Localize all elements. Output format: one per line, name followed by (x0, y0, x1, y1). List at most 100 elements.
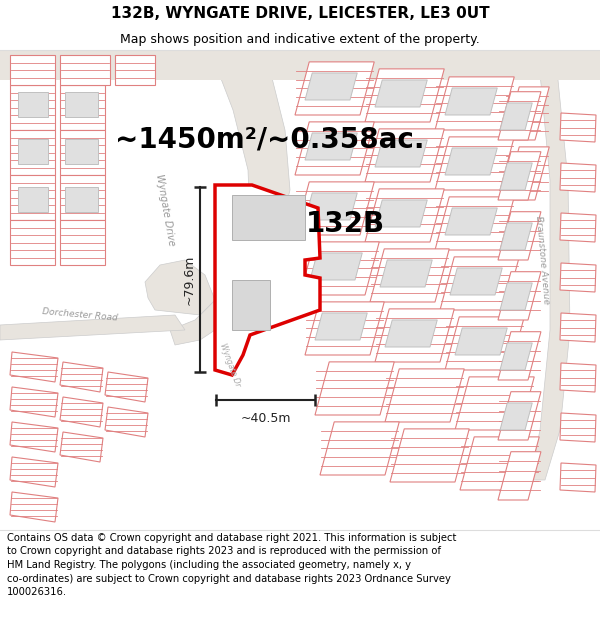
Text: 132B, WYNGATE DRIVE, LEICESTER, LE3 0UT: 132B, WYNGATE DRIVE, LEICESTER, LE3 0UT (110, 6, 490, 21)
Polygon shape (375, 80, 427, 107)
Polygon shape (560, 213, 596, 242)
Text: Wyngate Drive: Wyngate Drive (154, 173, 176, 247)
Polygon shape (0, 50, 600, 80)
Polygon shape (10, 387, 58, 417)
Polygon shape (295, 62, 374, 115)
Polygon shape (145, 260, 215, 315)
Polygon shape (450, 268, 502, 295)
Polygon shape (498, 452, 541, 500)
Polygon shape (10, 352, 58, 382)
Polygon shape (505, 147, 549, 200)
Polygon shape (560, 413, 596, 442)
Polygon shape (498, 392, 541, 440)
Text: ~40.5m: ~40.5m (240, 411, 291, 424)
Polygon shape (170, 50, 290, 345)
Polygon shape (380, 260, 432, 287)
Polygon shape (215, 185, 320, 375)
Polygon shape (18, 139, 48, 164)
Polygon shape (65, 187, 98, 212)
Polygon shape (445, 317, 524, 370)
Polygon shape (315, 313, 367, 340)
Polygon shape (370, 249, 449, 302)
Polygon shape (560, 163, 596, 192)
Text: ~1450m²/~0.358ac.: ~1450m²/~0.358ac. (115, 126, 425, 154)
Polygon shape (65, 139, 98, 164)
Polygon shape (60, 432, 103, 462)
Text: Braunstone Avenue: Braunstone Avenue (533, 216, 550, 304)
Polygon shape (10, 130, 55, 175)
Polygon shape (105, 407, 148, 437)
Polygon shape (10, 220, 55, 265)
Polygon shape (300, 242, 379, 295)
Polygon shape (498, 332, 541, 380)
Polygon shape (375, 309, 454, 362)
Polygon shape (500, 223, 532, 250)
Polygon shape (460, 437, 539, 490)
Polygon shape (305, 193, 357, 220)
Polygon shape (295, 122, 374, 175)
Polygon shape (60, 175, 105, 220)
Polygon shape (305, 302, 384, 355)
Polygon shape (498, 92, 541, 140)
Polygon shape (455, 377, 534, 430)
Polygon shape (365, 189, 444, 242)
Polygon shape (500, 163, 532, 190)
Polygon shape (385, 369, 464, 422)
Polygon shape (560, 463, 596, 492)
Polygon shape (375, 140, 427, 167)
Polygon shape (305, 133, 357, 160)
Polygon shape (445, 88, 497, 115)
Text: 132B: 132B (306, 210, 385, 238)
Polygon shape (498, 152, 541, 200)
Polygon shape (115, 55, 155, 85)
Polygon shape (560, 263, 596, 292)
Polygon shape (385, 320, 437, 347)
Text: Map shows position and indicative extent of the property.: Map shows position and indicative extent… (120, 34, 480, 46)
Polygon shape (560, 363, 596, 392)
Polygon shape (445, 208, 497, 235)
Polygon shape (305, 73, 357, 100)
Polygon shape (232, 280, 270, 330)
Polygon shape (365, 69, 444, 122)
Polygon shape (500, 103, 532, 130)
Polygon shape (445, 148, 497, 175)
Polygon shape (295, 182, 374, 235)
Polygon shape (60, 397, 103, 427)
Polygon shape (560, 313, 596, 342)
Polygon shape (530, 50, 570, 480)
Polygon shape (10, 55, 55, 85)
Polygon shape (560, 113, 596, 142)
Polygon shape (435, 197, 514, 250)
Polygon shape (440, 257, 519, 310)
Polygon shape (0, 315, 185, 340)
Polygon shape (60, 55, 110, 85)
Text: Wyngate Dr: Wyngate Dr (218, 342, 242, 388)
Polygon shape (60, 220, 105, 265)
Polygon shape (60, 362, 103, 392)
Polygon shape (365, 129, 444, 182)
Polygon shape (498, 212, 541, 260)
Polygon shape (498, 272, 541, 320)
Polygon shape (500, 343, 532, 370)
Polygon shape (10, 422, 58, 452)
Polygon shape (10, 175, 55, 220)
Polygon shape (455, 328, 507, 355)
Polygon shape (18, 187, 48, 212)
Polygon shape (320, 422, 399, 475)
Polygon shape (65, 92, 98, 117)
Polygon shape (105, 372, 148, 402)
Polygon shape (500, 403, 532, 430)
Polygon shape (500, 283, 532, 310)
Polygon shape (310, 253, 362, 280)
Polygon shape (315, 362, 394, 415)
Polygon shape (435, 77, 514, 130)
Polygon shape (10, 85, 55, 130)
Polygon shape (505, 87, 549, 140)
Polygon shape (390, 429, 469, 482)
Text: Dorchester Road: Dorchester Road (42, 308, 118, 322)
Polygon shape (60, 85, 105, 130)
Polygon shape (60, 130, 105, 175)
Text: ~79.6m: ~79.6m (182, 254, 196, 304)
Polygon shape (10, 492, 58, 522)
Polygon shape (375, 200, 427, 227)
